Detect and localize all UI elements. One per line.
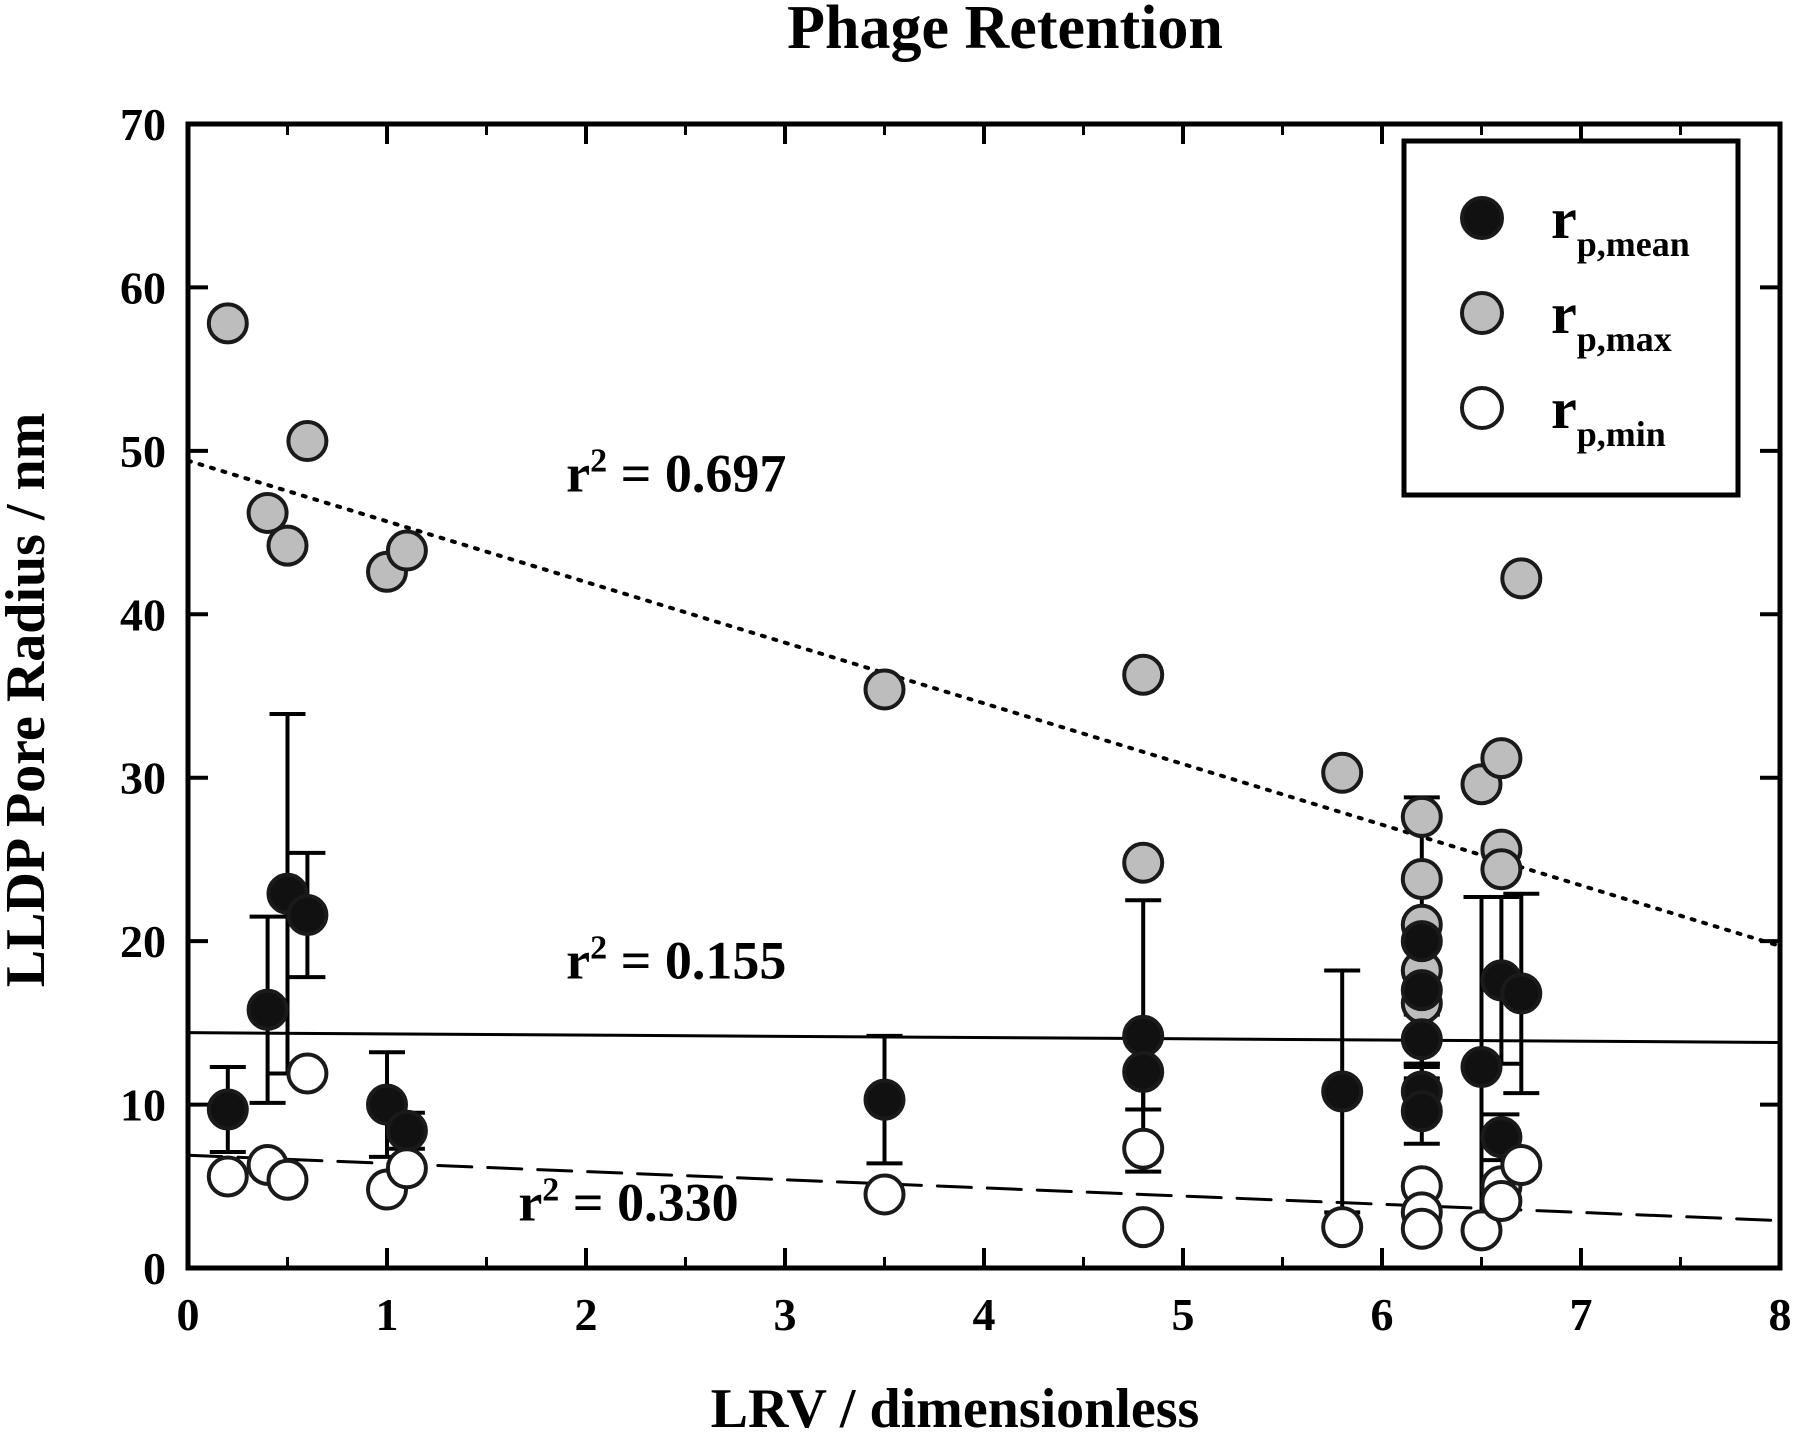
y-tick-label: 50 (120, 426, 166, 477)
fit-lines: r2 = 0.697 r2 = 0.155 r2 = 0.330 (186, 443, 1782, 1233)
fit-line-mean (186, 1031, 1782, 1044)
point-mean (1321, 1070, 1364, 1113)
point-mean (1500, 972, 1543, 1015)
point-mean (286, 893, 329, 936)
point-min (206, 1155, 249, 1198)
y-tick-label: 60 (120, 262, 166, 313)
legend-marker-mean (1460, 196, 1504, 240)
legend-label-min: rp,min (1551, 376, 1666, 454)
point-mean (1400, 920, 1443, 963)
point-mean (1122, 1014, 1165, 1057)
r-squared-label-min: r2 = 0.330 (518, 1172, 738, 1233)
legend-label-mean: rp,mean (1551, 186, 1690, 264)
y-tick-label: 20 (120, 916, 166, 967)
x-tick-label: 7 (1570, 1289, 1593, 1340)
x-tick-label: 4 (973, 1289, 996, 1340)
point-mean (1460, 1045, 1503, 1088)
point-min (1122, 1127, 1165, 1170)
legend-label-max: rp,max (1551, 281, 1672, 359)
x-axis-title: LRV / dimensionless (711, 1378, 1200, 1439)
point-min (1460, 1209, 1503, 1252)
point-mean (206, 1088, 249, 1131)
point-max (266, 524, 309, 567)
point-max (246, 491, 289, 534)
point-max (863, 668, 906, 711)
point-max (286, 420, 329, 463)
legend-marker-min (1460, 386, 1504, 430)
x-tick-label: 2 (575, 1289, 598, 1340)
point-min (1500, 1144, 1543, 1187)
point-max (1400, 795, 1443, 838)
point-mean (1400, 1090, 1443, 1133)
r-squared-label-mean: r2 = 0.155 (566, 930, 786, 991)
point-max (206, 302, 249, 345)
point-max (1122, 653, 1165, 696)
r-squared-label-max: r2 = 0.697 (566, 443, 786, 504)
point-max (1321, 751, 1364, 794)
y-tick-label: 0 (143, 1243, 166, 1294)
legend-box (1401, 138, 1741, 498)
y-tick-label: 70 (120, 99, 166, 150)
x-tick-label: 0 (177, 1289, 200, 1340)
y-tick-label: 40 (120, 589, 166, 640)
x-tick-label: 8 (1769, 1289, 1792, 1340)
point-mean (385, 1109, 428, 1152)
point-max (385, 529, 428, 572)
point-min (1480, 1179, 1523, 1222)
legend: rp,mean rp,max rp,min (1401, 138, 1741, 498)
y-tick-label: 10 (120, 1080, 166, 1131)
point-min (1321, 1206, 1364, 1249)
legend-marker-max (1460, 291, 1504, 335)
x-tick-label: 6 (1371, 1289, 1394, 1340)
point-min (1122, 1206, 1165, 1249)
point-mean (1400, 969, 1443, 1012)
point-mean (246, 988, 289, 1031)
point-mean (863, 1078, 906, 1121)
x-tick-label: 3 (774, 1289, 797, 1340)
point-max (1480, 848, 1523, 891)
point-max (1122, 841, 1165, 884)
point-mean (1122, 1050, 1165, 1093)
data-points (206, 302, 1543, 1252)
point-min (266, 1158, 309, 1201)
axes: 0 1 2 3 4 5 6 7 8 0 10 20 30 40 50 60 70 (120, 99, 1792, 1340)
point-max (1480, 737, 1523, 780)
point-min (385, 1147, 428, 1190)
point-max (1500, 557, 1543, 600)
point-mean (1400, 1018, 1443, 1061)
y-tick-label: 30 (120, 753, 166, 804)
y-axis-title: LLDP Pore Radius / nm (0, 413, 57, 988)
point-min (286, 1052, 329, 1095)
point-min (863, 1173, 906, 1216)
fit-line-max (186, 458, 1782, 949)
x-tick-label: 1 (376, 1289, 399, 1340)
chart-title: Phage Retention (787, 0, 1223, 62)
x-tick-label: 5 (1172, 1289, 1195, 1340)
point-min (1400, 1207, 1443, 1250)
point-max (1400, 858, 1443, 901)
point-mean (1480, 1116, 1523, 1159)
